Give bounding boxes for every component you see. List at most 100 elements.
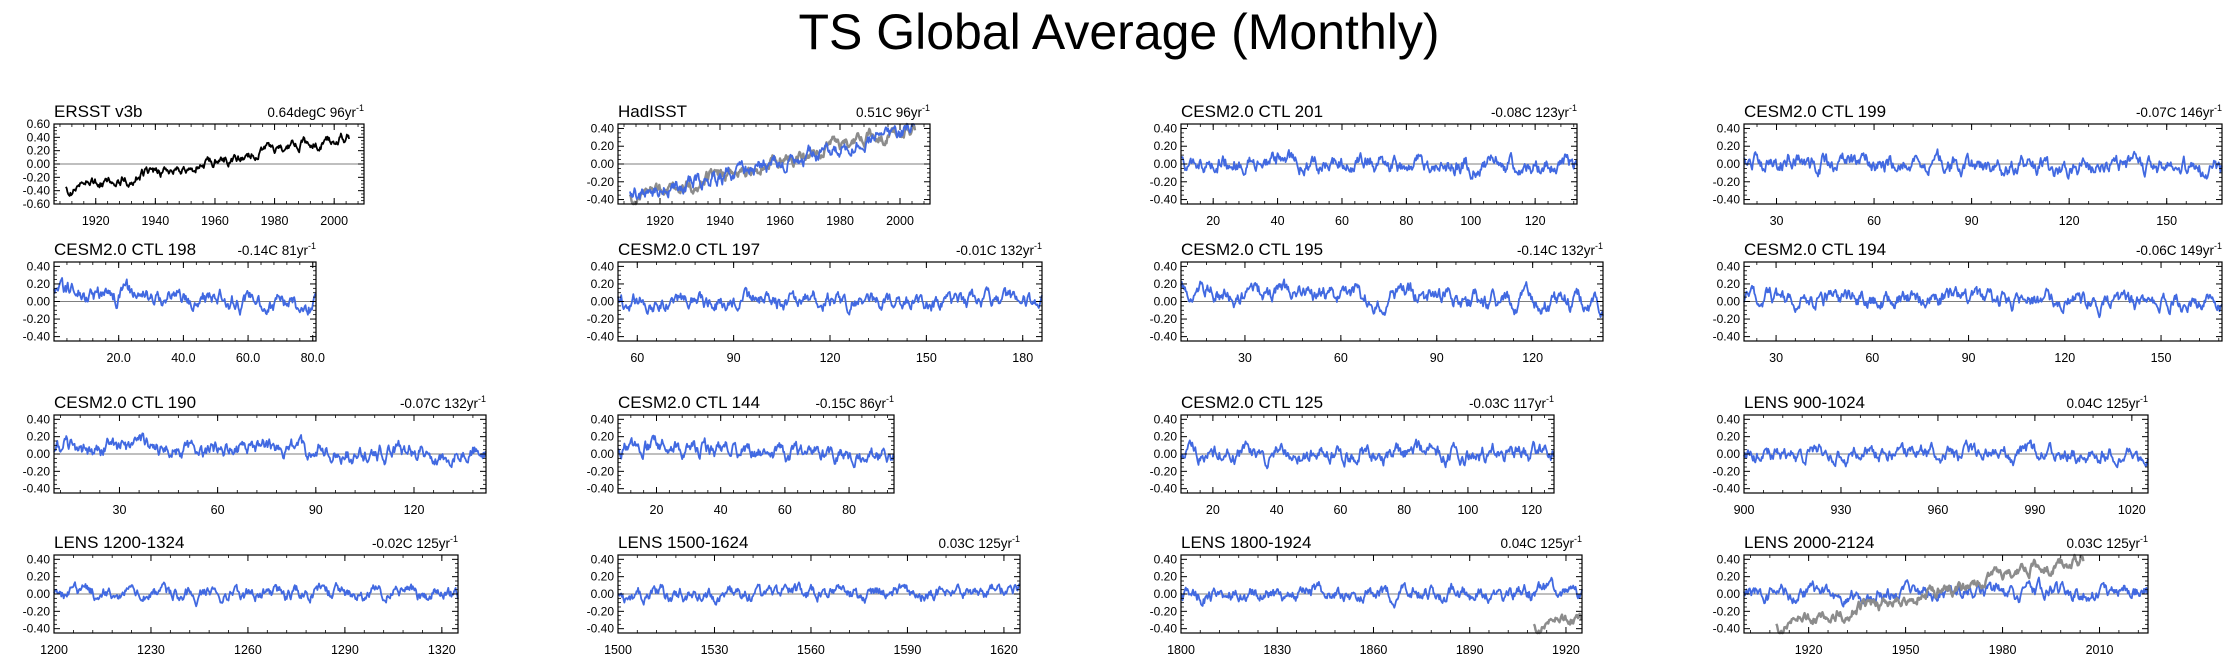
trend-label: -0.07C 146yr-1 <box>2136 103 2222 120</box>
x-tick-label: 1960 <box>201 214 229 228</box>
x-tick-label: 40.0 <box>171 351 195 365</box>
x-tick-label: 80 <box>1399 214 1413 228</box>
series-line <box>1743 148 2223 180</box>
x-tick-label: 80.0 <box>301 351 325 365</box>
x-tick-label: 40 <box>1270 503 1284 517</box>
page-title: TS Global Average (Monthly) <box>798 4 1440 60</box>
y-tick-label: -0.40 <box>23 622 51 636</box>
y-tick-label: 0.20 <box>1154 570 1178 584</box>
y-tick-label: -0.40 <box>587 622 615 636</box>
series-line <box>1743 284 2223 319</box>
x-tick-label: 1940 <box>141 214 169 228</box>
panel-title: LENS 1800-1924 <box>1181 533 1311 552</box>
y-tick-label: 0.00 <box>1717 447 1741 461</box>
panel-title: LENS 1500-1624 <box>618 533 748 552</box>
y-tick-label: -0.20 <box>1713 312 1741 326</box>
trend-label: -0.14C 81yr-1 <box>237 241 316 258</box>
x-tick-label: 120 <box>1521 503 1542 517</box>
chart-panel: 0.40 0.20 0.00 -0.20 -0.40 30 60 90 120 CESM2.0 C… <box>1150 240 1604 365</box>
x-tick-label: 1830 <box>1263 643 1291 657</box>
y-tick-label: 0.20 <box>1717 430 1741 444</box>
y-tick-label: 0.40 <box>1717 412 1741 426</box>
x-tick-label: 150 <box>2156 214 2177 228</box>
x-tick-label: 20 <box>650 503 664 517</box>
x-tick-label: 1980 <box>261 214 289 228</box>
y-tick-label: -0.20 <box>23 312 51 326</box>
chart-panel: 0.40 0.20 0.00 -0.20 -0.40 30 60 90 120 150 CESM2.… <box>1713 102 2223 228</box>
x-tick-label: 1620 <box>990 643 1018 657</box>
x-tick-label: 1940 <box>706 214 734 228</box>
trend-label: 0.04C 125yr-1 <box>2066 394 2148 411</box>
trend-label: -0.03C 117yr-1 <box>1469 394 1554 411</box>
x-tick-label: 1530 <box>701 643 729 657</box>
y-tick-label: -0.60 <box>23 197 51 211</box>
panel-title: CESM2.0 CTL 199 <box>1744 102 1886 121</box>
x-tick-label: 930 <box>1831 503 1852 517</box>
x-tick-label: 1980 <box>1989 643 2017 657</box>
panel-title: CESM2.0 CTL 194 <box>1744 240 1886 259</box>
x-tick-label: 1800 <box>1167 643 1195 657</box>
panel-title: CESM2.0 CTL 195 <box>1181 240 1323 259</box>
series-line <box>1180 278 1604 319</box>
chart-panel: 0.40 0.20 0.00 -0.20 -0.40 30 60 90 120 CESM2.0 C… <box>23 393 487 517</box>
trend-label: 0.64degC 96yr-1 <box>267 103 364 120</box>
x-tick-label: 60 <box>1867 214 1881 228</box>
x-tick-label: 60 <box>1333 503 1347 517</box>
y-tick-label: 0.40 <box>1154 412 1178 426</box>
y-tick-label: 0.00 <box>27 587 51 601</box>
panel-title: HadISST <box>618 102 687 121</box>
y-tick-label: -0.40 <box>1713 622 1741 636</box>
x-tick-label: 120 <box>820 351 841 365</box>
x-tick-label: 90 <box>727 351 741 365</box>
series-line <box>1743 576 2149 608</box>
series-line <box>629 123 916 200</box>
y-tick-label: 0.00 <box>27 447 51 461</box>
panel-title: CESM2.0 CTL 198 <box>54 240 196 259</box>
x-tick-label: 90 <box>1430 351 1444 365</box>
y-tick-label: -0.40 <box>587 330 615 344</box>
y-tick-label: -0.20 <box>1150 175 1178 189</box>
series-line <box>1180 438 1555 470</box>
y-tick-label: 0.20 <box>27 570 51 584</box>
y-tick-label: -0.40 <box>587 482 615 496</box>
y-tick-label: -0.20 <box>587 464 615 478</box>
y-tick-label: 0.20 <box>1154 430 1178 444</box>
y-tick-label: 0.00 <box>591 157 615 171</box>
x-tick-label: 1260 <box>234 643 262 657</box>
y-tick-label: -0.40 <box>1150 482 1178 496</box>
x-tick-label: 120 <box>2054 351 2075 365</box>
x-tick-label: 60 <box>1335 214 1349 228</box>
y-tick-label: 0.40 <box>27 130 51 144</box>
x-tick-label: 1200 <box>40 643 68 657</box>
x-tick-label: 60 <box>630 351 644 365</box>
y-tick-label: -0.40 <box>1713 193 1741 207</box>
y-tick-label: 0.40 <box>591 259 615 273</box>
panel-title: CESM2.0 CTL 190 <box>54 393 196 412</box>
x-tick-label: 30 <box>1770 214 1784 228</box>
series-line <box>617 434 895 469</box>
trend-label: -0.07C 132yr-1 <box>400 394 486 411</box>
x-tick-label: 990 <box>2024 503 2045 517</box>
y-tick-label: 0.40 <box>1154 121 1178 135</box>
series-line <box>65 132 350 197</box>
y-tick-label: 0.00 <box>1154 447 1178 461</box>
series-line <box>1180 576 1583 609</box>
x-tick-label: 40 <box>1271 214 1285 228</box>
y-tick-label: 0.00 <box>27 295 51 309</box>
y-tick-label: 0.40 <box>591 412 615 426</box>
x-tick-label: 1020 <box>2118 503 2146 517</box>
x-tick-label: 180 <box>1012 351 1033 365</box>
x-tick-label: 90 <box>309 503 323 517</box>
x-tick-label: 60 <box>1865 351 1879 365</box>
x-tick-label: 90 <box>1962 351 1976 365</box>
y-tick-label: 0.40 <box>27 259 51 273</box>
y-tick-label: -0.20 <box>23 604 51 618</box>
x-tick-label: 2000 <box>320 214 348 228</box>
x-tick-label: 1920 <box>1552 643 1580 657</box>
panel-title: LENS 2000-2124 <box>1744 533 1874 552</box>
y-tick-label: 0.40 <box>1154 552 1178 566</box>
panel-title: CESM2.0 CTL 201 <box>1181 102 1323 121</box>
panel-title: ERSST v3b <box>54 102 143 121</box>
x-tick-label: 60.0 <box>236 351 260 365</box>
